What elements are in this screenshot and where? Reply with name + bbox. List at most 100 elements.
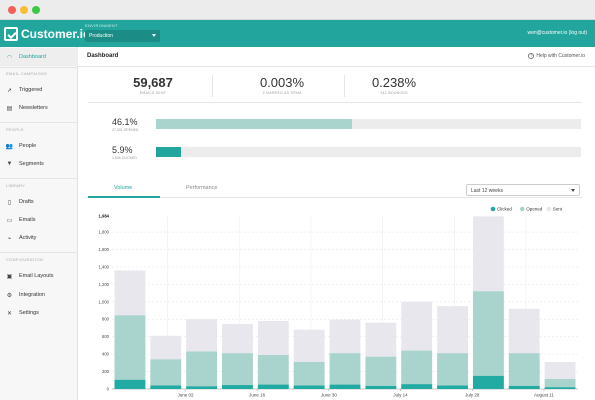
sidebar-item-emails[interactable]: ▭ Emails: [0, 211, 78, 229]
logo[interactable]: Customer.io: [4, 26, 90, 42]
sidebar-item-settings[interactable]: ✕ Settings: [0, 304, 78, 322]
bar-opened: [508, 353, 540, 389]
y-tick-label: 1,800: [99, 230, 110, 235]
bar-opened: [401, 350, 433, 389]
stat-label: EMAILS SENT: [139, 91, 167, 95]
volume-chart: 0 200 400 600 800 1,000 1,200 1,400 1,600 1,800 1,…: [88, 204, 585, 400]
sidebar: ◠ Dashboard EMAIL CAMPAIGNS ➚ Triggered …: [0, 47, 78, 400]
legend-swatch: [519, 206, 525, 212]
bar-opened: [472, 291, 504, 389]
stat-divider: [344, 75, 345, 97]
logo-text: Customer.io: [21, 27, 91, 41]
stat-value: 59,687: [133, 75, 173, 90]
x-tick-label: June 16: [249, 393, 266, 398]
environment-label: ENVIRONMENT: [85, 23, 118, 28]
bar-clicked: [329, 384, 361, 389]
x-tick-label: August 11: [534, 393, 554, 398]
bar-clicked: [401, 384, 433, 389]
x-tick-label: July 28: [465, 393, 480, 398]
account-link[interactable]: wen@customer.io (log out): [527, 30, 587, 36]
x-tick-label: July 14: [393, 393, 408, 398]
bar-clicked: [437, 385, 468, 389]
activity-icon: ⌁: [7, 235, 12, 242]
help-link[interactable]: ? Help with Customer.io: [528, 53, 585, 59]
legend-swatch: [546, 206, 552, 212]
tab-performance[interactable]: Performance: [186, 185, 218, 191]
bar-clicked: [257, 384, 289, 389]
y-tick-label: 1,000: [99, 299, 110, 304]
bar-opened: [222, 353, 253, 389]
sidebar-item-label: Email Layouts: [19, 273, 54, 279]
page-title: Dashboard: [87, 53, 119, 59]
sidebar-item-dashboard[interactable]: ◠ Dashboard: [0, 48, 78, 66]
click-rate-value: 5.9%: [112, 145, 133, 155]
main-content: Dashboard ? Help with Customer.io 59,687 …: [78, 47, 595, 400]
window-titlebar: [0, 0, 595, 20]
stat-spam: 0.003% 2 MARKED AS SPAM: [227, 69, 337, 103]
sidebar-item-integration[interactable]: ⚙ Integration: [0, 286, 78, 304]
open-rate-track: [156, 119, 581, 129]
stat-label: 2 MARKED AS SPAM: [262, 91, 302, 95]
layout-icon: ▣: [6, 273, 13, 280]
maximize-window-button[interactable]: [32, 6, 40, 14]
close-window-button[interactable]: [8, 6, 16, 14]
sidebar-item-people[interactable]: 👥 People: [0, 137, 78, 155]
bar-opened: [293, 361, 325, 389]
bar-opened: [150, 359, 182, 389]
bar-clicked: [472, 375, 504, 389]
sidebar-item-label: Dashboard: [19, 54, 46, 60]
sidebar-item-newsletters[interactable]: ▤ Newsletters: [0, 99, 78, 117]
y-tick-label: 1,400: [99, 264, 110, 269]
tabs-divider: [88, 197, 582, 198]
minimize-window-button[interactable]: [20, 6, 28, 14]
newspaper-icon: ▤: [6, 105, 13, 112]
y-tick-label: 800: [102, 317, 110, 322]
bar-opened: [329, 353, 361, 389]
bar-opened: [114, 315, 146, 389]
open-rate-value: 46.1%: [112, 117, 138, 127]
sidebar-item-label: Triggered: [19, 87, 43, 93]
open-rate-bar: [156, 119, 352, 129]
bar-opened: [544, 378, 576, 389]
stat-value: 0.003%: [259, 75, 305, 90]
sidebar-item-label: Segments: [19, 161, 44, 167]
x-tick-label: June 30: [321, 393, 338, 398]
legend-label: Opened: [526, 207, 543, 212]
email-icon: ▭: [6, 217, 13, 224]
y-tick-label: 400: [102, 352, 110, 357]
x-tick-label: June 02: [177, 393, 194, 398]
sidebar-divider: [0, 252, 78, 253]
y-tick-label: 1,200: [99, 282, 110, 287]
chevron-down-icon: [571, 189, 575, 192]
page-header: Dashboard ? Help with Customer.io: [78, 47, 595, 67]
sidebar-item-label: People: [19, 143, 37, 149]
sidebar-item-segments[interactable]: ▼ Segments: [0, 155, 78, 173]
bar-clicked: [544, 387, 576, 389]
date-range-select[interactable]: Last 12 weeks: [466, 184, 580, 196]
click-rate-label: 3,536 CLICKED: [112, 156, 137, 160]
document-icon: ▯: [7, 199, 12, 206]
sidebar-section-campaigns: EMAIL CAMPAIGNS: [6, 71, 48, 76]
sidebar-item-label: Emails: [19, 217, 36, 223]
y-tick-label: 0: [107, 387, 110, 392]
volume-chart-svg: 0 200 400 600 800 1,000 1,200 1,400 1,600 1,800 1,…: [99, 206, 578, 398]
bar-clicked: [186, 386, 218, 389]
sidebar-item-drafts[interactable]: ▯ Drafts: [0, 193, 78, 211]
tab-volume[interactable]: Volume: [114, 185, 133, 191]
sidebar-item-email-layouts[interactable]: ▣ Email Layouts: [0, 267, 78, 285]
logo-icon: [4, 27, 18, 41]
sidebar-item-activity[interactable]: ⌁ Activity: [0, 229, 78, 247]
open-rate-row: 46.1% 27,531 OPENED: [88, 117, 582, 137]
bar-opened: [257, 354, 289, 389]
click-rate-track: [156, 147, 581, 157]
paper-plane-icon: ➚: [6, 87, 13, 94]
legend-swatch: [490, 206, 496, 212]
environment-select[interactable]: Production: [85, 30, 160, 42]
gauge-icon: ◠: [6, 54, 13, 61]
bar-clicked: [365, 385, 397, 389]
bar-opened: [437, 353, 468, 389]
sidebar-item-label: Drafts: [19, 199, 34, 205]
chevron-down-icon: [152, 34, 156, 37]
sidebar-item-triggered[interactable]: ➚ Triggered: [0, 81, 78, 99]
